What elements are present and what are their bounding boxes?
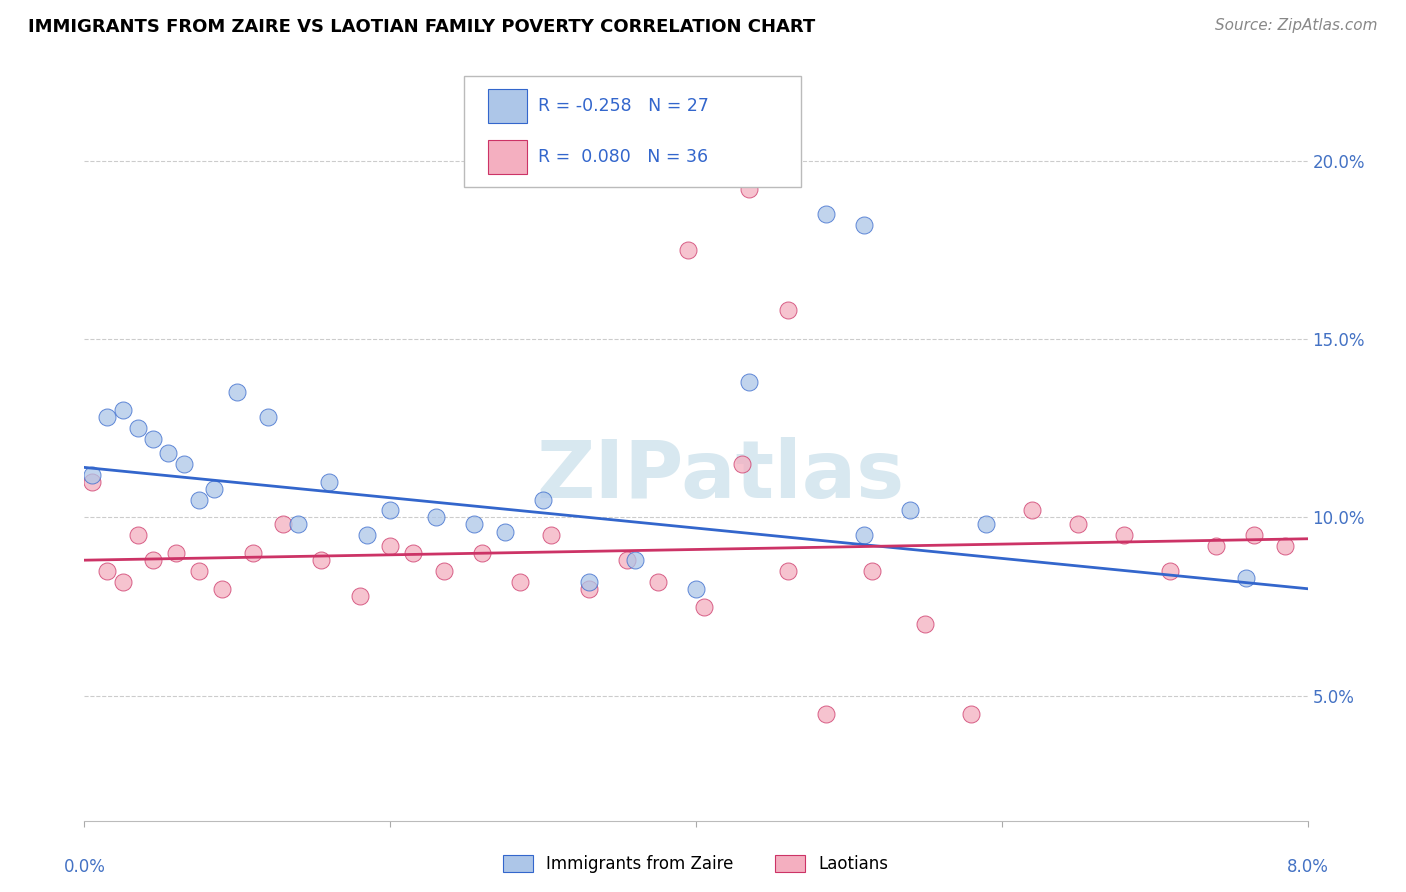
Text: R = -0.258   N = 27: R = -0.258 N = 27 xyxy=(538,97,710,115)
Point xyxy=(318,475,340,489)
Point xyxy=(202,482,225,496)
Point xyxy=(211,582,233,596)
Point xyxy=(853,218,876,232)
Point xyxy=(540,528,562,542)
Point xyxy=(165,546,187,560)
Point xyxy=(1021,503,1043,517)
Point xyxy=(860,564,883,578)
Point xyxy=(380,503,402,517)
Point xyxy=(287,517,309,532)
Point xyxy=(1114,528,1136,542)
Point xyxy=(433,564,456,578)
Point xyxy=(509,574,531,589)
Point xyxy=(111,403,134,417)
Point xyxy=(471,546,494,560)
Point xyxy=(80,475,103,489)
Point xyxy=(402,546,425,560)
Point xyxy=(692,599,714,614)
Point xyxy=(242,546,264,560)
Point xyxy=(188,492,211,507)
Point xyxy=(271,517,294,532)
Point xyxy=(814,706,837,721)
Point xyxy=(111,574,134,589)
Point xyxy=(1205,539,1227,553)
Text: R =  0.080   N = 36: R = 0.080 N = 36 xyxy=(538,148,709,166)
Text: ZIPatlas: ZIPatlas xyxy=(536,437,904,515)
Point xyxy=(349,589,371,603)
Text: 8.0%: 8.0% xyxy=(1286,858,1329,876)
Point xyxy=(578,582,600,596)
Point xyxy=(311,553,333,567)
Point xyxy=(914,617,936,632)
Point xyxy=(647,574,669,589)
Point xyxy=(96,410,118,425)
Point xyxy=(157,446,180,460)
Point xyxy=(1236,571,1258,585)
Point xyxy=(678,243,700,257)
Point xyxy=(142,432,165,446)
Point xyxy=(142,553,165,567)
Point xyxy=(776,564,799,578)
Point xyxy=(1159,564,1181,578)
Point xyxy=(257,410,280,425)
Text: 0.0%: 0.0% xyxy=(63,858,105,876)
Point xyxy=(624,553,647,567)
Point xyxy=(1067,517,1090,532)
Point xyxy=(1243,528,1265,542)
Point xyxy=(731,457,754,471)
Point xyxy=(226,385,249,400)
Point xyxy=(380,539,402,553)
Point xyxy=(685,582,707,596)
Point xyxy=(188,564,211,578)
Text: Source: ZipAtlas.com: Source: ZipAtlas.com xyxy=(1215,18,1378,33)
Point xyxy=(898,503,921,517)
Point xyxy=(96,564,118,578)
Point xyxy=(976,517,998,532)
Point xyxy=(578,574,600,589)
Point xyxy=(776,303,799,318)
Point xyxy=(738,182,761,196)
Point xyxy=(853,528,876,542)
Text: IMMIGRANTS FROM ZAIRE VS LAOTIAN FAMILY POVERTY CORRELATION CHART: IMMIGRANTS FROM ZAIRE VS LAOTIAN FAMILY … xyxy=(28,18,815,36)
Point xyxy=(738,375,761,389)
Point xyxy=(814,207,837,221)
Point xyxy=(616,553,638,567)
Point xyxy=(127,528,149,542)
Point xyxy=(80,467,103,482)
Point xyxy=(531,492,554,507)
Point xyxy=(425,510,447,524)
Point xyxy=(494,524,516,539)
Point xyxy=(960,706,983,721)
Point xyxy=(356,528,378,542)
Point xyxy=(127,421,149,435)
Point xyxy=(463,517,485,532)
Point xyxy=(1274,539,1296,553)
Legend: Immigrants from Zaire, Laotians: Immigrants from Zaire, Laotians xyxy=(496,848,896,880)
Point xyxy=(173,457,195,471)
